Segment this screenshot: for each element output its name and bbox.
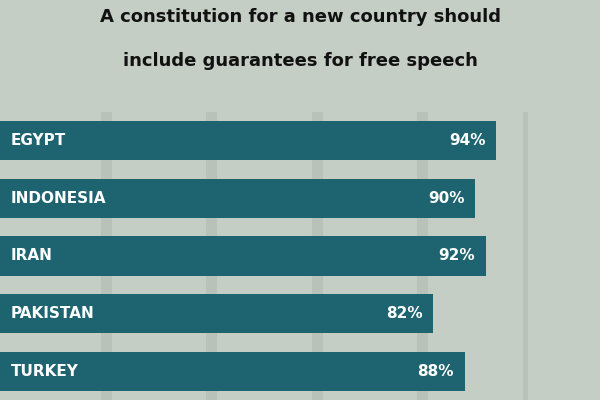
Bar (0, 294, 433, 333)
Text: EGYPT: EGYPT (11, 133, 66, 148)
Text: IRAN: IRAN (11, 248, 52, 264)
Text: PAKISTAN: PAKISTAN (11, 306, 94, 321)
Bar (0, 121, 496, 160)
Text: 94%: 94% (449, 133, 486, 148)
Bar (0, 236, 486, 276)
Text: TURKEY: TURKEY (11, 364, 79, 379)
Text: 90%: 90% (428, 191, 464, 206)
Text: include guarantees for free speech: include guarantees for free speech (122, 52, 478, 70)
Text: 88%: 88% (418, 364, 454, 379)
Bar (0, 179, 475, 218)
Bar (0, 352, 464, 391)
Text: INDONESIA: INDONESIA (11, 191, 106, 206)
Text: 92%: 92% (439, 248, 475, 264)
Text: 82%: 82% (386, 306, 422, 321)
Text: A constitution for a new country should: A constitution for a new country should (100, 8, 500, 26)
